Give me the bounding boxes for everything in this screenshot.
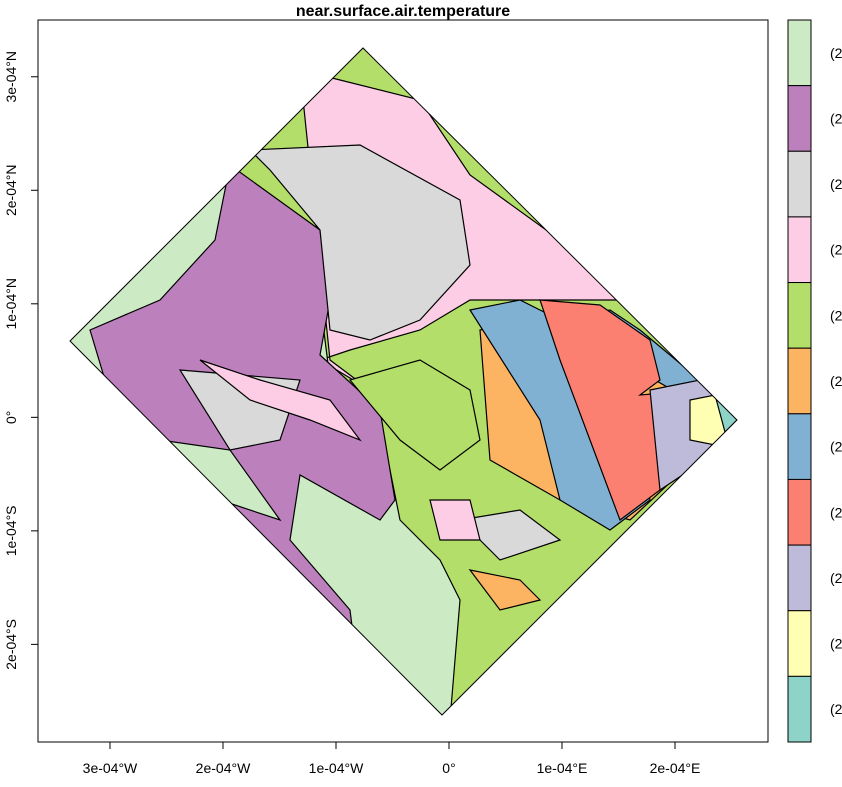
legend-label: (2 <box>830 570 842 586</box>
legend-label: (2 <box>830 110 842 126</box>
legend-swatch <box>787 347 812 415</box>
legend-swatch <box>787 478 812 546</box>
x-tick-label: 1e-04°E <box>537 760 588 776</box>
climate-region <box>429 499 481 541</box>
domain-outline <box>69 47 738 716</box>
x-tick-label: 2e-04°E <box>650 760 701 776</box>
y-tick-label: 2e-04°N <box>3 165 19 217</box>
climate-region <box>199 359 362 442</box>
legend-swatch <box>787 282 812 349</box>
legend-swatch <box>787 544 812 612</box>
climate-region <box>248 144 471 341</box>
temperature-regions <box>70 48 737 715</box>
legend-swatch <box>787 610 812 677</box>
climate-region <box>458 509 562 561</box>
legend-label: (2 <box>830 45 842 61</box>
y-tick-label: 1e-04°S <box>3 505 19 556</box>
legend-label: (2 <box>830 439 842 455</box>
y-tick-label: 3e-04°N <box>3 51 19 103</box>
legend-label: (2 <box>830 176 842 192</box>
y-tick-label: 0° <box>3 411 19 424</box>
legend-label: (2 <box>830 504 842 520</box>
climate-region <box>348 359 481 471</box>
legend-swatch <box>787 19 812 87</box>
plot-frame <box>37 19 769 743</box>
map-title: near.surface.air.temperature <box>296 3 510 20</box>
y-tick-label: 2e-04°S <box>3 619 19 670</box>
legend-label: (2 <box>830 373 842 389</box>
legend-label: (2 <box>830 242 842 258</box>
legend-label: (2 <box>830 701 842 717</box>
legend-swatch <box>787 675 812 743</box>
x-tick-label: 3e-04°W <box>83 760 138 776</box>
x-tick-label: 2e-04°W <box>196 760 251 776</box>
legend-label: (2 <box>830 307 842 323</box>
legend-swatch <box>787 413 812 480</box>
x-tick-label: 1e-04°W <box>309 760 364 776</box>
x-tick-label: 0° <box>442 760 455 776</box>
climate-region <box>468 569 542 611</box>
legend-label: (2 <box>830 636 842 652</box>
legend-swatch <box>787 216 812 284</box>
legend-swatch <box>787 150 812 218</box>
legend-swatch <box>787 85 812 152</box>
y-tick-label: 1e-04°N <box>3 278 19 330</box>
